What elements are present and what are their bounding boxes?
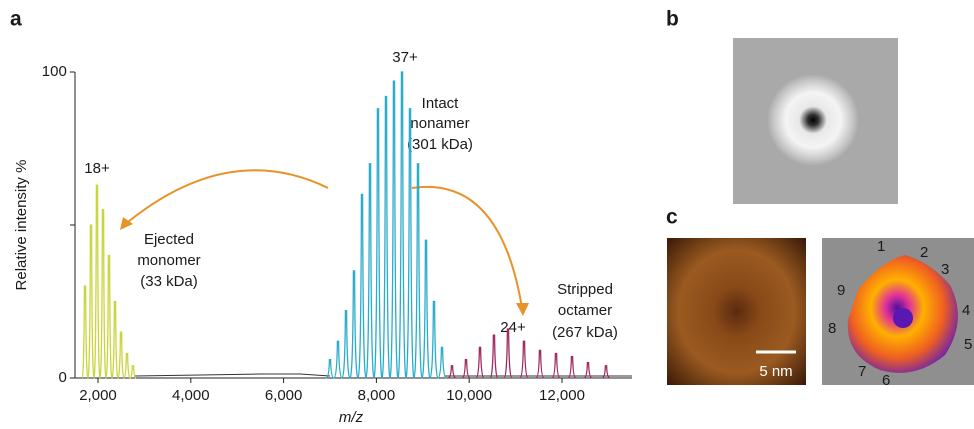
annotation: Ejected [144, 231, 194, 248]
peak [93, 184, 101, 379]
peak [567, 355, 577, 379]
panel-label: b [666, 8, 679, 31]
peak [325, 358, 335, 379]
annotation: monomer [137, 252, 200, 269]
arrow-head [120, 217, 133, 230]
peak [81, 285, 89, 379]
peak [535, 349, 545, 379]
peak [405, 108, 415, 379]
subunit-label: 6 [882, 372, 890, 389]
annotation: (267 kDa) [552, 324, 618, 341]
x-tick-label: 8,000 [358, 387, 396, 404]
peak [461, 358, 471, 379]
peak [421, 239, 431, 379]
x-tick-label: 4,000 [172, 387, 210, 404]
subunit-label: 1 [877, 238, 885, 255]
arrow [411, 185, 523, 309]
peak [341, 310, 351, 379]
peak [447, 365, 457, 379]
x-tick-label: 6,000 [265, 387, 303, 404]
x-axis-title: m/z [339, 409, 364, 426]
peak [389, 80, 399, 379]
peak [397, 71, 407, 379]
panel-label: c [666, 206, 678, 229]
subunit-label: 9 [837, 282, 845, 299]
peak [123, 352, 131, 379]
peak [601, 365, 611, 379]
peak [519, 340, 529, 379]
annotation: 18+ [84, 160, 110, 177]
y-axis-title: Relative intensity % [13, 160, 30, 291]
subunit-label: 7 [858, 363, 866, 380]
arrow [127, 169, 329, 223]
peak [117, 331, 125, 379]
subunit-label: 4 [962, 302, 970, 319]
peak [413, 163, 423, 379]
peak [503, 328, 513, 379]
peak [381, 95, 391, 379]
subunit-label: 8 [828, 320, 836, 337]
x-tick-label: 2,000 [79, 387, 117, 404]
y-tick-label: 100 [42, 63, 67, 80]
arrow-head [516, 303, 529, 316]
peak [333, 340, 343, 379]
annotation: octamer [558, 302, 612, 319]
peak [357, 193, 367, 379]
peak [349, 270, 359, 379]
annotation: (301 kDa) [407, 136, 473, 153]
annotation: 37+ [392, 49, 418, 66]
peak [111, 300, 119, 379]
peak [105, 254, 113, 379]
peak [99, 209, 107, 379]
peak [583, 362, 593, 379]
peak [551, 352, 561, 379]
afm-image [667, 238, 806, 385]
peak [129, 365, 137, 379]
scale-bar-label: 5 nm [759, 363, 792, 380]
peak [489, 334, 499, 379]
subunit-label: 3 [941, 261, 949, 278]
annotation: Stripped [557, 281, 613, 298]
annotation: (33 kDa) [140, 273, 198, 290]
panel-label: a [10, 8, 22, 31]
y-tick-label: 0 [58, 369, 66, 386]
annotation: Intact [422, 95, 460, 112]
x-tick-label: 10,000 [446, 387, 492, 404]
annotation: nonamer [410, 115, 469, 132]
peak [87, 224, 95, 379]
subunit-label: 2 [920, 244, 928, 261]
annotation: 24+ [500, 319, 526, 336]
baseline [134, 373, 632, 377]
peak [437, 346, 447, 379]
em-ring [767, 74, 859, 166]
peak [429, 300, 439, 379]
peak [475, 346, 485, 379]
x-tick-label: 12,000 [539, 387, 585, 404]
subunit-label: 5 [964, 336, 972, 353]
afm-3d-pore [893, 308, 913, 328]
peak [373, 108, 383, 379]
peak [365, 163, 375, 379]
